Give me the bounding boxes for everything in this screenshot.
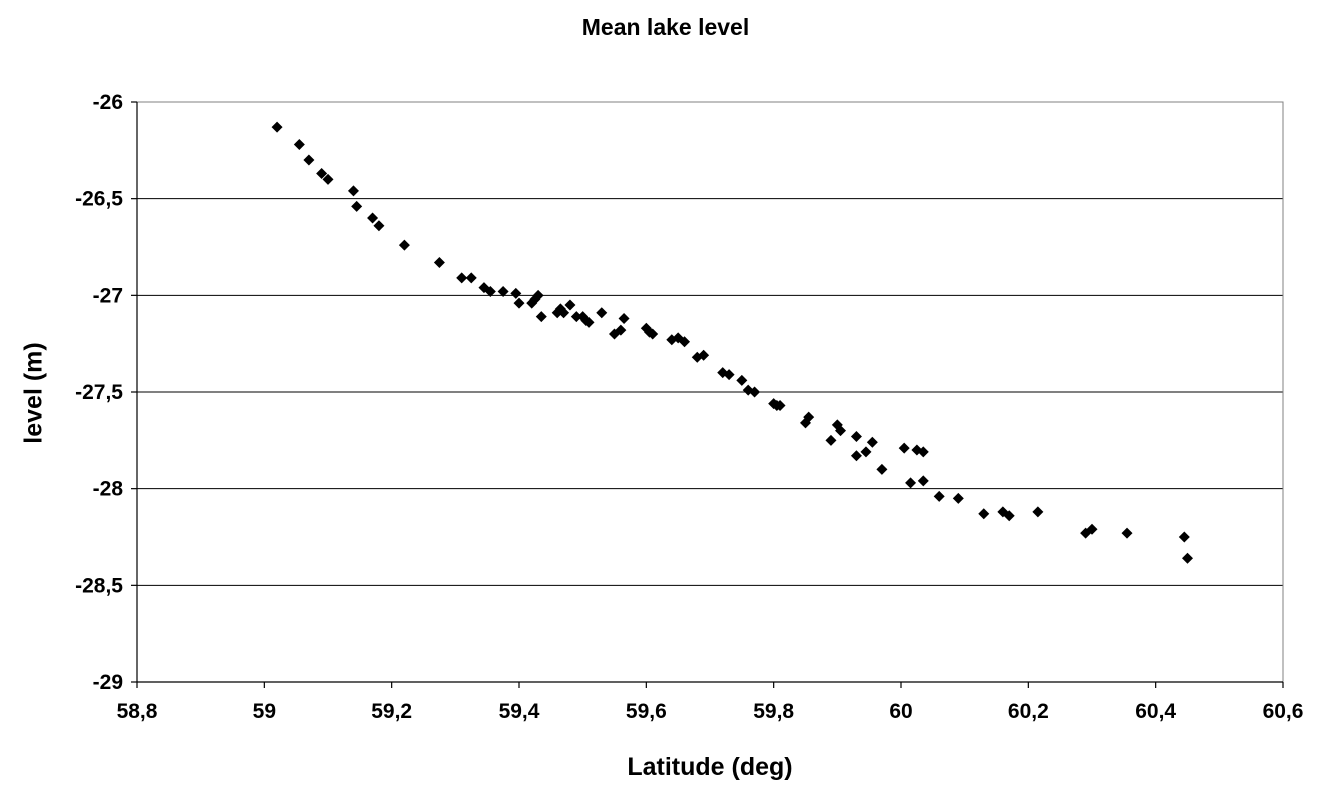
x-tick-label: 58,8 xyxy=(117,700,158,723)
x-tick-label: 59,2 xyxy=(371,700,412,723)
data-point xyxy=(860,446,872,458)
data-point xyxy=(647,328,659,340)
data-point xyxy=(433,256,445,268)
y-tick-label: -26,5 xyxy=(75,188,123,211)
data-point xyxy=(351,200,363,212)
y-tick-label: -28,5 xyxy=(75,574,123,597)
x-tick-label: 59,8 xyxy=(753,700,794,723)
data-point xyxy=(850,450,862,462)
data-point xyxy=(850,430,862,442)
x-tick-label: 59 xyxy=(253,700,276,723)
data-point xyxy=(866,436,878,448)
data-point xyxy=(876,463,888,475)
data-point xyxy=(749,386,761,398)
data-point xyxy=(618,313,630,325)
data-point xyxy=(1121,527,1133,539)
data-point xyxy=(367,212,379,224)
data-point xyxy=(271,121,283,133)
data-point xyxy=(1003,510,1015,522)
data-point xyxy=(917,446,929,458)
data-point xyxy=(917,475,929,487)
x-tick-label: 60,6 xyxy=(1263,700,1304,723)
x-axis-label: Latitude (deg) xyxy=(627,753,793,781)
data-point xyxy=(564,299,576,311)
data-point xyxy=(596,307,608,319)
data-point xyxy=(347,185,359,197)
data-point xyxy=(679,336,691,348)
data-point xyxy=(774,400,786,412)
data-point xyxy=(293,139,305,151)
data-point xyxy=(1182,552,1193,564)
data-point xyxy=(510,287,522,299)
data-point xyxy=(322,173,334,185)
data-point xyxy=(456,272,468,284)
data-point xyxy=(532,289,544,301)
x-tick-label: 60 xyxy=(889,700,912,723)
data-point xyxy=(736,374,748,386)
data-point xyxy=(825,434,837,446)
data-point xyxy=(465,272,477,284)
y-tick-label: -28 xyxy=(93,478,124,501)
y-tick-label: -27,5 xyxy=(75,381,123,404)
y-tick-label: -29 xyxy=(93,671,123,694)
data-point xyxy=(615,324,627,336)
chart-title: Mean lake level xyxy=(581,14,750,40)
data-point xyxy=(1178,531,1190,543)
data-point xyxy=(803,411,815,423)
data-point xyxy=(484,285,496,297)
x-tick-label: 60,2 xyxy=(1008,700,1049,723)
data-point xyxy=(723,369,735,381)
data-point xyxy=(978,508,990,520)
x-tick-label: 60,4 xyxy=(1135,700,1176,723)
data-point xyxy=(535,311,547,323)
data-point xyxy=(933,490,945,502)
data-point xyxy=(303,154,315,166)
data-point xyxy=(373,220,385,232)
data-point xyxy=(513,297,525,309)
data-point xyxy=(497,285,509,297)
data-point xyxy=(835,425,847,437)
data-point xyxy=(558,307,570,319)
data-point xyxy=(1032,506,1044,518)
data-point xyxy=(316,168,328,180)
data-point xyxy=(1086,523,1098,535)
y-tick-label: -26 xyxy=(93,91,123,114)
data-point xyxy=(905,477,917,489)
x-tick-label: 59,4 xyxy=(499,700,540,723)
y-tick-label: -27 xyxy=(93,284,123,307)
data-point xyxy=(570,311,582,323)
data-point xyxy=(398,239,410,251)
data-point xyxy=(898,442,910,454)
data-point xyxy=(698,349,710,361)
data-point xyxy=(583,316,595,328)
data-point xyxy=(952,492,964,504)
x-tick-label: 59,6 xyxy=(626,700,667,723)
